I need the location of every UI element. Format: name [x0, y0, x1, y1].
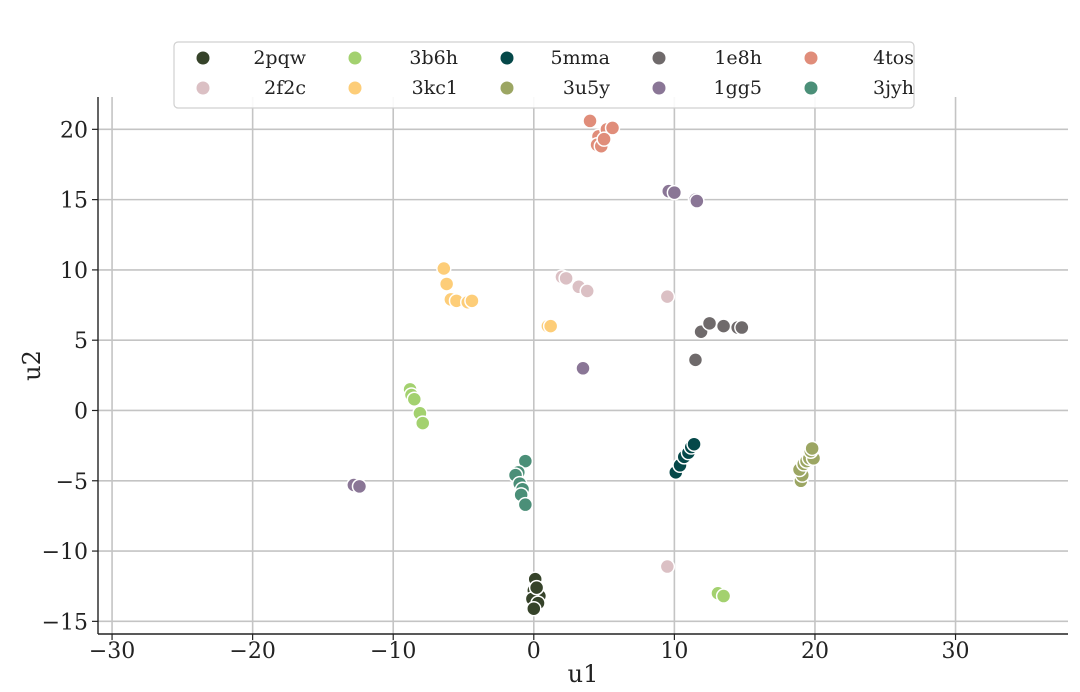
axes: −30 −20 −10 0 10 20 30 −15 −10 −5 0 5 10 15 20	[42, 97, 1068, 664]
point-4tos	[604, 120, 621, 136]
y-tick-label: 10	[60, 259, 88, 284]
legend-label-3jyh: 3jyh	[873, 77, 914, 99]
point-3kc1	[438, 276, 455, 292]
x-tick-label: −10	[370, 639, 416, 664]
point-3b6h	[715, 588, 732, 604]
grid-lines	[98, 97, 1068, 634]
legend-marker-3jyh	[804, 81, 818, 95]
legend-label-5mma: 5mma	[551, 47, 610, 69]
point-3u5y	[804, 440, 820, 457]
x-tick-label: −20	[229, 639, 275, 664]
point-3b6h	[414, 415, 431, 431]
legend-label-2pqw: 2pqw	[253, 47, 306, 69]
x-tick-label: 0	[527, 639, 541, 664]
y-tick-label: −15	[42, 610, 88, 635]
legend-marker-1e8h	[652, 51, 666, 65]
point-4tos	[596, 131, 612, 147]
point-3kc1	[542, 318, 559, 334]
legend-label-1e8h: 1e8h	[714, 47, 762, 69]
legend-label-3u5y: 3u5y	[563, 77, 610, 99]
point-1e8h	[701, 315, 718, 332]
x-tick-label: 20	[801, 639, 829, 664]
x-tick-label: −30	[89, 639, 135, 664]
legend-marker-2f2c	[196, 81, 210, 95]
y-tick-label: 20	[60, 118, 88, 143]
point-3kc1	[464, 293, 480, 309]
point-1gg5	[666, 184, 683, 201]
point-1gg5	[689, 193, 705, 209]
legend-marker-2pqw	[196, 51, 210, 65]
legend-marker-3b6h	[348, 51, 362, 65]
legend-label-4tos: 4tos	[873, 47, 914, 69]
x-axis-title: u1	[568, 660, 599, 688]
point-2f2c	[659, 558, 676, 575]
data-points	[346, 113, 822, 617]
point-1e8h	[715, 318, 732, 334]
point-2f2c	[558, 270, 574, 287]
x-tick-label: 30	[942, 639, 970, 664]
legend-marker-1gg5	[652, 81, 666, 95]
legend-marker-3u5y	[500, 81, 514, 95]
point-1e8h	[734, 319, 750, 336]
legend-label-3b6h: 3b6h	[409, 47, 458, 69]
y-tick-label: −10	[42, 540, 88, 565]
point-2pqw	[526, 600, 542, 617]
legend: 2pqw 2f2c 3b6h 3kc1 5mma 3u5y 1e8h 1gg5 4tos 3jyh	[173, 41, 915, 109]
legend-label-1gg5: 1gg5	[713, 77, 762, 99]
x-tick-label: 10	[660, 639, 688, 664]
legend-marker-3kc1	[348, 81, 362, 95]
legend-label-2f2c: 2f2c	[264, 77, 306, 99]
y-tick-label: 5	[74, 329, 88, 354]
legend-marker-5mma	[500, 51, 514, 65]
point-1gg5	[575, 360, 591, 377]
legend-marker-4tos	[804, 51, 818, 65]
point-4tos	[582, 113, 598, 129]
point-2pqw	[528, 579, 545, 596]
point-3kc1	[436, 260, 452, 277]
y-tick-label: 15	[60, 189, 88, 214]
point-5mma	[686, 436, 702, 452]
point-1gg5	[351, 478, 368, 495]
y-tick-label: −5	[56, 470, 88, 495]
point-1e8h	[687, 352, 704, 368]
point-3jyh	[517, 453, 534, 469]
point-2f2c	[659, 288, 676, 305]
point-3b6h	[406, 391, 423, 407]
y-axis-title: u2	[18, 350, 46, 381]
point-2f2c	[579, 283, 595, 299]
legend-label-3kc1: 3kc1	[412, 77, 458, 99]
y-tick-label: 0	[74, 399, 88, 424]
point-3jyh	[517, 496, 534, 513]
